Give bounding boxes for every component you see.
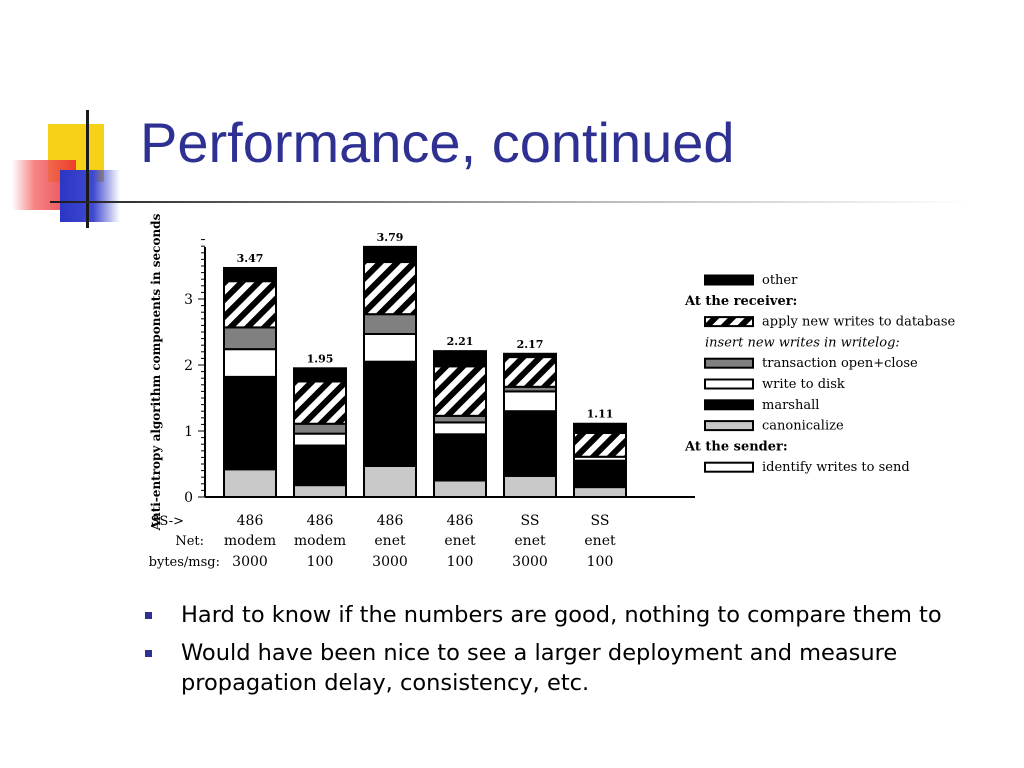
x-tick-label-ss: 486 (447, 513, 474, 529)
bar-segment (293, 484, 347, 498)
x-tick-label-ss: 486 (377, 513, 404, 529)
chart-svg: 0 1 2 3 Anti-entropy algorithm components in… (149, 213, 956, 570)
x-tick-label-ss: 486 (237, 513, 264, 529)
slide-title: Performance, continued (140, 111, 735, 174)
legend-header: At the receiver: (684, 294, 797, 309)
legend-swatch (704, 316, 754, 328)
bar-segment (433, 479, 487, 498)
x-tick-label-ss: SS (591, 513, 610, 529)
x-tick-label-net: modem (294, 533, 346, 549)
bar-segment (503, 356, 557, 388)
bar-segment (573, 431, 627, 458)
legend-label: identify writes to send (762, 460, 910, 475)
bar-segment (363, 360, 417, 467)
y-tick-label: 2 (184, 358, 193, 374)
bar-segment (293, 422, 347, 435)
bar-segment (573, 486, 627, 499)
legend-label: apply new writes to database (762, 315, 956, 330)
bar-segment (503, 390, 557, 413)
legend-label: write to disk (762, 377, 845, 392)
bar-segment (363, 261, 417, 316)
x-tick-label-bytes: 100 (307, 554, 334, 570)
x-tick-label-ss: SS (521, 513, 540, 529)
legend-swatch (704, 274, 754, 286)
bullet-square-icon (145, 612, 152, 619)
x-tick-label-bytes: 3000 (512, 554, 548, 570)
legend-swatch (704, 399, 754, 411)
bullet-item: Hard to know if the numbers are good, no… (145, 600, 995, 630)
bar-segment (433, 350, 487, 368)
bar-segment (363, 464, 417, 498)
bar-segment (223, 468, 277, 498)
bar-segment (293, 444, 347, 487)
x-tick-label-bytes: 3000 (232, 554, 268, 570)
title-underline (50, 201, 970, 203)
bar-segment (433, 365, 487, 417)
bar-segment (223, 375, 277, 471)
bar-segment (573, 422, 627, 434)
bar-total-label: 2.21 (447, 335, 474, 348)
y-tick-label: 3 (184, 292, 193, 308)
bar-segment (573, 459, 627, 489)
bar-segment (503, 474, 557, 499)
bar-segment (293, 380, 347, 425)
legend-swatch (704, 461, 754, 473)
decor-blue-square (60, 170, 120, 222)
y-tick-label: 1 (184, 424, 193, 440)
bar-segment (503, 352, 557, 359)
legend-swatch (704, 378, 754, 390)
x-row-header: SS-> (151, 514, 184, 529)
bar-total-label: 3.47 (237, 252, 264, 265)
x-tick-label-net: enet (374, 533, 406, 549)
bar-segment (223, 280, 277, 329)
legend-swatch (704, 420, 754, 432)
y-axis-label: Anti-entropy algorithm components in sec… (149, 213, 163, 531)
legend-swatch (704, 357, 754, 369)
legend-subheader: insert new writes in writelog: (705, 335, 900, 350)
bar-total-label: 2.17 (517, 338, 544, 351)
bullet-text: Would have been nice to see a larger dep… (181, 640, 898, 696)
stacked-bar-chart: 0 1 2 3 Anti-entropy algorithm components in… (140, 210, 1010, 580)
bullet-square-icon (145, 650, 152, 657)
x-tick-label-net: enet (514, 533, 546, 549)
bar-segment (293, 367, 347, 383)
bullet-text: Hard to know if the numbers are good, no… (181, 602, 942, 628)
x-row-header: bytes/msg: (149, 555, 220, 570)
bar-total-label: 1.95 (307, 352, 334, 365)
decor-vertical-line (86, 110, 89, 228)
bar-segment (223, 266, 277, 283)
x-tick-label-bytes: 100 (447, 554, 474, 570)
x-tick-label-bytes: 100 (587, 554, 614, 570)
bar-segment (223, 326, 277, 351)
bar-segment (363, 313, 417, 335)
bar-segment (433, 421, 487, 436)
x-tick-label-ss: 486 (307, 513, 334, 529)
bullet-item: Would have been nice to see a larger dep… (145, 638, 995, 698)
x-tick-label-net: enet (584, 533, 616, 549)
x-tick-label-bytes: 3000 (372, 554, 408, 570)
legend-header: At the sender: (684, 439, 788, 454)
bar-segment (363, 332, 417, 363)
bar-segment (433, 433, 487, 482)
legend-label: marshall (762, 398, 819, 413)
x-row-header: Net: (175, 534, 204, 549)
bullet-list: Hard to know if the numbers are good, no… (145, 600, 995, 706)
bar-segment (223, 348, 277, 378)
bar-segment (293, 432, 347, 447)
legend-label: canonicalize (762, 419, 844, 434)
bar-segment (363, 245, 417, 264)
bar-segment (503, 410, 557, 477)
x-tick-label-net: enet (444, 533, 476, 549)
y-tick-label: 0 (184, 490, 193, 506)
bar-total-label: 1.11 (587, 408, 614, 421)
bar-total-label: 3.79 (377, 231, 404, 244)
legend-label: other (762, 273, 798, 288)
legend-label: transaction open+close (762, 356, 918, 371)
x-tick-label-net: modem (224, 533, 276, 549)
